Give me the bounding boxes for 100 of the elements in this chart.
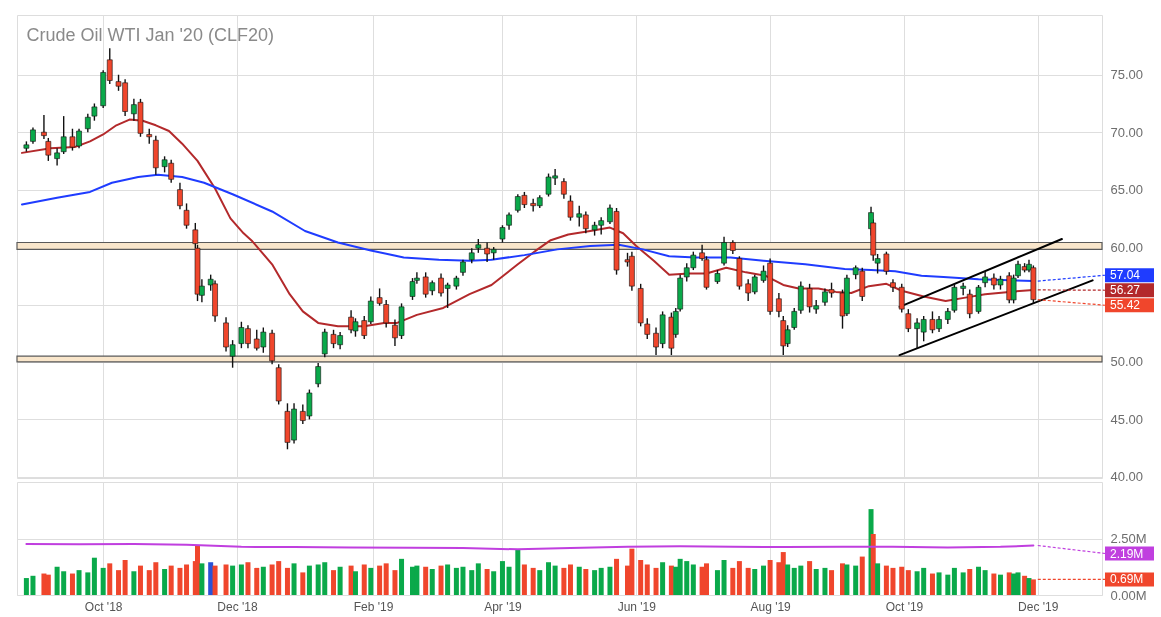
bar <box>184 564 190 595</box>
bar <box>638 559 644 595</box>
bar <box>91 557 97 595</box>
bar <box>829 570 835 595</box>
bar <box>521 564 527 595</box>
y-tick-label: 75.00 <box>1110 67 1144 83</box>
bar <box>260 566 266 595</box>
bar <box>368 567 374 595</box>
y-tick-label: 60.00 <box>1110 239 1144 255</box>
bar <box>291 563 297 595</box>
x-tick-label: Apr '19 <box>484 599 523 614</box>
candlestick <box>383 299 389 329</box>
y-tick-label: 0.00M <box>1110 587 1147 603</box>
bar <box>761 565 767 595</box>
candlestick <box>567 194 574 222</box>
candlestick <box>177 182 183 210</box>
bar <box>745 567 751 595</box>
bar <box>736 561 742 595</box>
bar <box>491 571 497 595</box>
bar <box>254 567 260 595</box>
candlestick <box>45 137 52 162</box>
bar <box>991 573 997 595</box>
bar <box>515 549 521 595</box>
bar <box>561 567 567 595</box>
annotation: 0.69M <box>1110 572 1144 587</box>
candlestick <box>321 327 328 359</box>
bar <box>644 564 650 595</box>
candlestick <box>183 202 190 230</box>
bar <box>822 567 828 595</box>
bar <box>238 564 244 595</box>
bar <box>177 567 183 595</box>
bar <box>212 565 218 595</box>
candlestick <box>721 236 727 267</box>
bar <box>429 569 435 595</box>
annotation: 55.42 <box>1110 298 1141 313</box>
bar <box>383 563 389 595</box>
bar <box>614 558 620 595</box>
bar <box>767 559 773 595</box>
bar <box>469 570 475 595</box>
bar <box>546 562 552 595</box>
bar <box>785 564 791 595</box>
bar <box>690 564 696 595</box>
bar <box>598 567 604 595</box>
x-tick-label: Dec '18 <box>217 599 258 614</box>
bar <box>475 563 481 595</box>
candlestick <box>54 147 60 167</box>
bar <box>997 574 1003 595</box>
bar <box>107 563 113 595</box>
bar <box>168 565 174 595</box>
bar <box>116 570 122 595</box>
bar <box>100 567 106 595</box>
bar <box>337 566 343 595</box>
bar <box>284 567 290 595</box>
bar <box>438 565 444 595</box>
bar <box>730 567 736 595</box>
bar <box>499 561 505 595</box>
bar <box>445 564 451 595</box>
bar <box>703 563 709 595</box>
candlestick <box>784 324 791 348</box>
bar <box>945 574 951 595</box>
x-tick-label: Oct '19 <box>885 599 924 614</box>
y-tick-label: 50.00 <box>1110 354 1144 370</box>
bar <box>583 569 589 595</box>
bar <box>1015 572 1021 595</box>
bar <box>1030 579 1036 595</box>
bar <box>537 570 543 595</box>
y-tick-label: 65.00 <box>1110 182 1144 198</box>
bar <box>853 565 859 595</box>
bar <box>807 561 813 595</box>
candlestick <box>966 288 973 320</box>
bar <box>122 559 128 595</box>
candlestick <box>951 283 958 314</box>
bar <box>484 569 490 595</box>
annotation: 57.04 <box>1110 268 1141 283</box>
bar <box>859 556 865 595</box>
bar <box>976 566 982 595</box>
bar <box>967 569 973 595</box>
bar <box>85 572 91 595</box>
bar <box>230 565 236 595</box>
bar <box>552 565 558 595</box>
candlestick <box>561 177 567 200</box>
candlestick <box>315 362 321 388</box>
bar <box>45 574 51 595</box>
bar <box>844 564 850 595</box>
bar <box>306 565 312 595</box>
bar <box>982 570 988 595</box>
bar <box>936 572 942 595</box>
bar <box>530 567 536 595</box>
x-tick-label: Aug '19 <box>750 599 792 614</box>
bar <box>506 566 512 595</box>
bar <box>331 570 337 595</box>
candlestick <box>883 250 890 276</box>
bar <box>813 569 819 595</box>
bar <box>377 565 383 595</box>
bar <box>245 562 251 595</box>
bar <box>69 573 75 595</box>
bar <box>223 564 229 595</box>
bar <box>199 563 205 595</box>
bar <box>951 567 957 595</box>
candlestick <box>791 307 798 331</box>
